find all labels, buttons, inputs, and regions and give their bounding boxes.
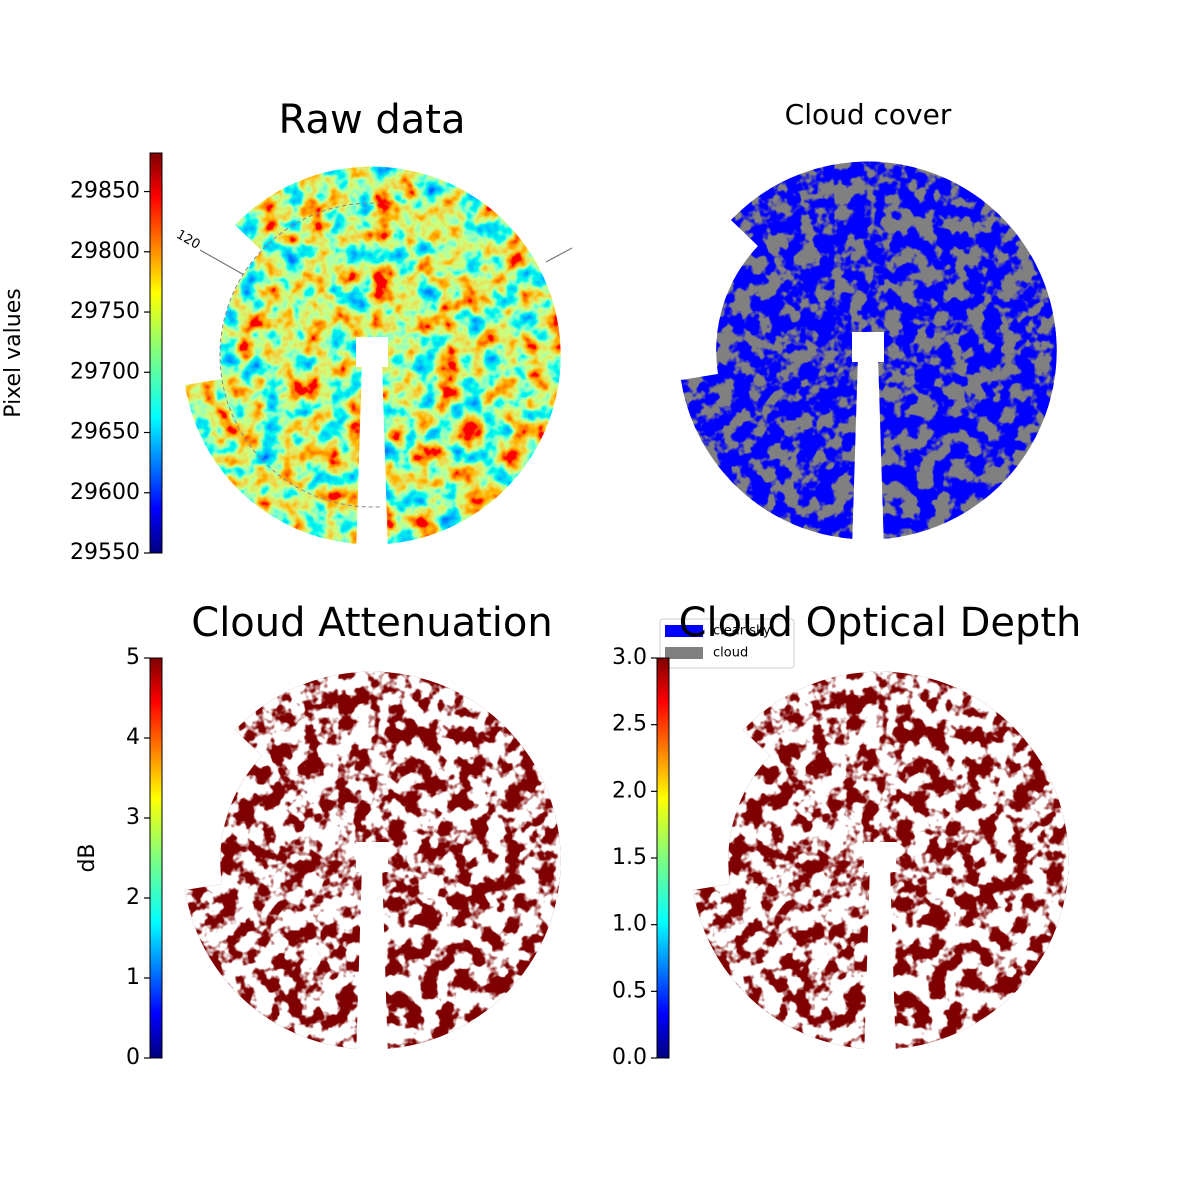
colorbar-tick-label: 4 [126,725,140,750]
colorbar-tick-label: 2 [126,885,140,910]
colorbar-tick-label: 0.5 [612,978,647,1003]
angle-annotation: 120 [173,227,202,252]
colorbar-tick-label: 1 [126,965,140,990]
panel-title: Raw data [279,97,466,143]
colorbar-tick-label: 0.0 [612,1045,647,1070]
colorbar-tick-label: 29650 [70,420,140,445]
colorbar-tick-label: 2.0 [612,778,647,803]
colorbar-tick-label: 1.5 [612,845,647,870]
colorbar [149,152,163,554]
colorbar-tick-label: 5 [126,645,140,670]
panel-title: Cloud Optical Depth [679,600,1082,646]
legend-swatch [665,647,703,659]
colorbar-tick-label: 0 [126,1045,140,1070]
panel-title: Cloud Attenuation [191,600,552,646]
panel-title: Cloud cover [785,98,952,131]
mast-shadow [852,355,884,550]
legend-swatch [665,625,703,637]
legend-label: clear sky [713,624,771,639]
sky-panel [185,166,561,555]
colorbar-tick-label: 3.0 [612,645,647,670]
colorbar-tick-label: 29850 [70,179,140,204]
colorbar [656,657,670,1059]
mast-shadow [356,865,388,1060]
mast-shadow [356,360,388,555]
sky-panel [185,671,561,1060]
colorbar-tick-label: 3 [126,805,140,830]
colorbar-tick-label: 2.5 [612,712,647,737]
mast-block [852,332,884,362]
colorbar-label: Pixel values [1,288,26,417]
colorbar [149,657,163,1059]
colorbar-tick-label: 1.0 [612,912,647,937]
sky-panel [681,161,1057,550]
mast-block [356,842,388,872]
colorbar-tick-label: 29700 [70,359,140,384]
sky-panel [693,671,1069,1060]
colorbar-label: dB [75,843,100,872]
colorbar-tick-label: 29800 [70,239,140,264]
mast-block [864,842,896,872]
colorbar-tick-label: 29750 [70,299,140,324]
colorbar-tick-label: 29550 [70,540,140,565]
mast-shadow [864,865,896,1060]
mast-block [356,337,388,367]
legend-label: cloud [713,646,748,661]
colorbar-tick-label: 29600 [70,480,140,505]
